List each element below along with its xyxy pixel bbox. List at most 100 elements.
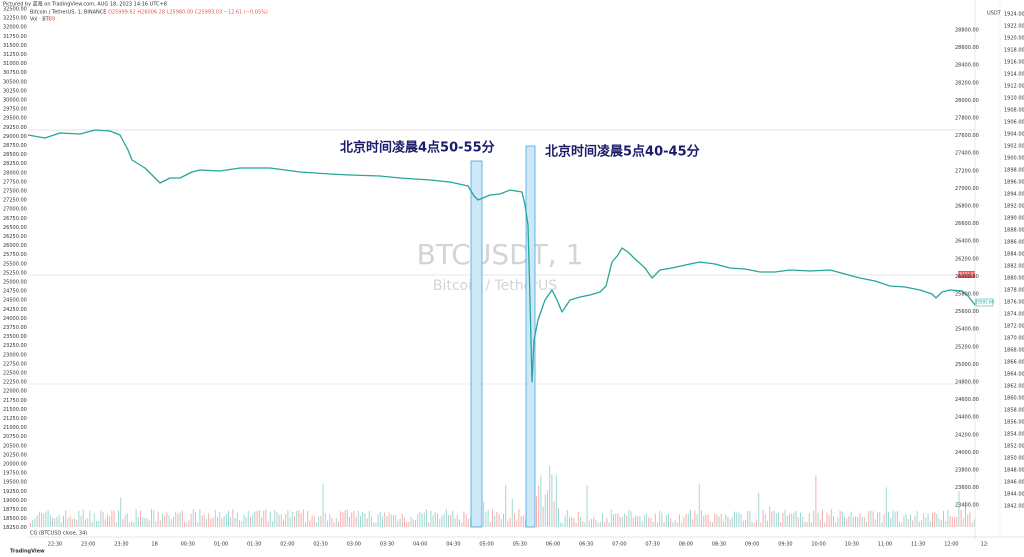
- volume-bar: [795, 510, 797, 527]
- volume-bar: [463, 511, 465, 527]
- volume-bar: [448, 515, 449, 527]
- right-axis-label: 1868.00: [1004, 348, 1024, 354]
- volume-bar: [696, 514, 698, 527]
- volume-bar: [423, 512, 425, 527]
- volume-bar: [276, 512, 278, 527]
- volume-bar: [203, 514, 205, 527]
- volume-bar: [195, 512, 196, 527]
- volume-bar: [170, 518, 172, 527]
- time-axis-label: 00:30: [181, 542, 195, 548]
- volume-bar: [626, 515, 628, 527]
- left-axis-label: 29750.00: [3, 107, 27, 113]
- volume-bar: [157, 512, 159, 527]
- volume-bar: [379, 511, 381, 527]
- volume-bar: [712, 522, 713, 527]
- volume-bar: [753, 522, 755, 527]
- volume-bar: [439, 518, 441, 527]
- volume-bar: [932, 513, 933, 527]
- volume-bar: [115, 522, 117, 527]
- volume-bar: [175, 511, 177, 527]
- time-axis-label: 03:30: [380, 542, 394, 548]
- volume-bar: [225, 513, 227, 527]
- volume-bar: [118, 510, 119, 527]
- volume-bar: [971, 522, 973, 527]
- volume-bar: [65, 510, 67, 527]
- volume-bar: [401, 513, 403, 527]
- volume-bar: [652, 521, 654, 527]
- volume-bar: [538, 485, 540, 527]
- time-axis-label: 02:30: [313, 542, 327, 548]
- volume-bar: [945, 521, 947, 527]
- left-axis-label: 20250.00: [3, 452, 27, 458]
- volume-bar: [329, 513, 331, 527]
- volume-bar: [745, 520, 746, 527]
- right-axis-label: 25600.00: [955, 309, 979, 315]
- volume-bar: [861, 516, 863, 527]
- time-axis-label: 09:30: [778, 542, 792, 548]
- volume-bar: [918, 521, 920, 527]
- volume-bar: [269, 511, 271, 527]
- right-axis-label: 1850.00: [1004, 456, 1024, 462]
- right-axis-label: 1890.00: [1004, 216, 1024, 222]
- ohlc: O25999.62 H26006.28 L25980.00 C25993.03 …: [108, 10, 268, 16]
- volume-bar: [782, 512, 784, 527]
- volume-bar: [709, 521, 711, 527]
- right-axis-label: 1866.00: [1004, 360, 1024, 366]
- volume-bar: [274, 509, 276, 527]
- volume-bar: [650, 517, 652, 527]
- left-axis-label: 20500.00: [3, 443, 27, 449]
- left-axis-label: 24750.00: [3, 289, 27, 295]
- volume-bar: [756, 520, 757, 527]
- volume-bar: [254, 511, 256, 527]
- volume-bar: [362, 511, 364, 527]
- volume-bar: [309, 520, 311, 527]
- volume-bar: [331, 517, 333, 527]
- volume-bar: [232, 509, 234, 527]
- volume-bar: [731, 517, 733, 527]
- left-axis-label: 22750.00: [3, 361, 27, 367]
- time-axis-label: 23:00: [81, 542, 95, 548]
- volume-bar: [718, 516, 720, 527]
- volume-bar: [38, 511, 40, 527]
- volume-bar: [289, 517, 291, 527]
- volume-bar: [243, 514, 245, 527]
- volume-bar: [872, 511, 874, 527]
- volume-bar: [98, 521, 100, 527]
- volume-bar: [617, 513, 619, 527]
- left-axis-label: 24250.00: [3, 307, 27, 313]
- volume-bar: [879, 511, 881, 527]
- right-axis-label: 1884.00: [1004, 252, 1024, 258]
- watermark-title: BTCUSDT, 1: [417, 238, 584, 271]
- volume-bar: [155, 521, 157, 527]
- left-axis-label: 20750.00: [3, 434, 27, 440]
- volume-bar: [784, 509, 786, 527]
- price-line: [27, 129, 976, 383]
- volume-bar: [406, 522, 408, 527]
- volume-bar: [767, 520, 768, 527]
- time-axis-label: 12:00: [944, 542, 958, 548]
- right-axis-label: 27800.00: [955, 116, 979, 122]
- right-axis-label: 1896.00: [1004, 180, 1024, 186]
- volume-bar: [819, 519, 821, 527]
- volume-bar: [520, 516, 522, 527]
- volume-bar: [914, 516, 916, 527]
- right-axis-label: 1914.00: [1004, 72, 1024, 78]
- volume-bar: [736, 512, 738, 527]
- volume-bar: [82, 509, 84, 527]
- volume-bar: [793, 512, 795, 527]
- volume-bar: [483, 502, 485, 527]
- volume-bar: [333, 522, 335, 527]
- volume-bar: [241, 521, 243, 527]
- right-axis-label: 1874.00: [1004, 312, 1024, 318]
- volume-bar: [78, 510, 80, 527]
- left-axis-label: 23750.00: [3, 325, 27, 331]
- volume-bar: [137, 517, 139, 527]
- volume-bar: [434, 512, 436, 527]
- volume-bar: [837, 517, 839, 527]
- annotation: 北京时间凌晨5点40-45分: [545, 144, 700, 160]
- volume-bar: [685, 514, 687, 527]
- volume-bar: [624, 513, 625, 527]
- volume-bar: [390, 514, 392, 527]
- right-axis-label: 28600.00: [955, 45, 979, 51]
